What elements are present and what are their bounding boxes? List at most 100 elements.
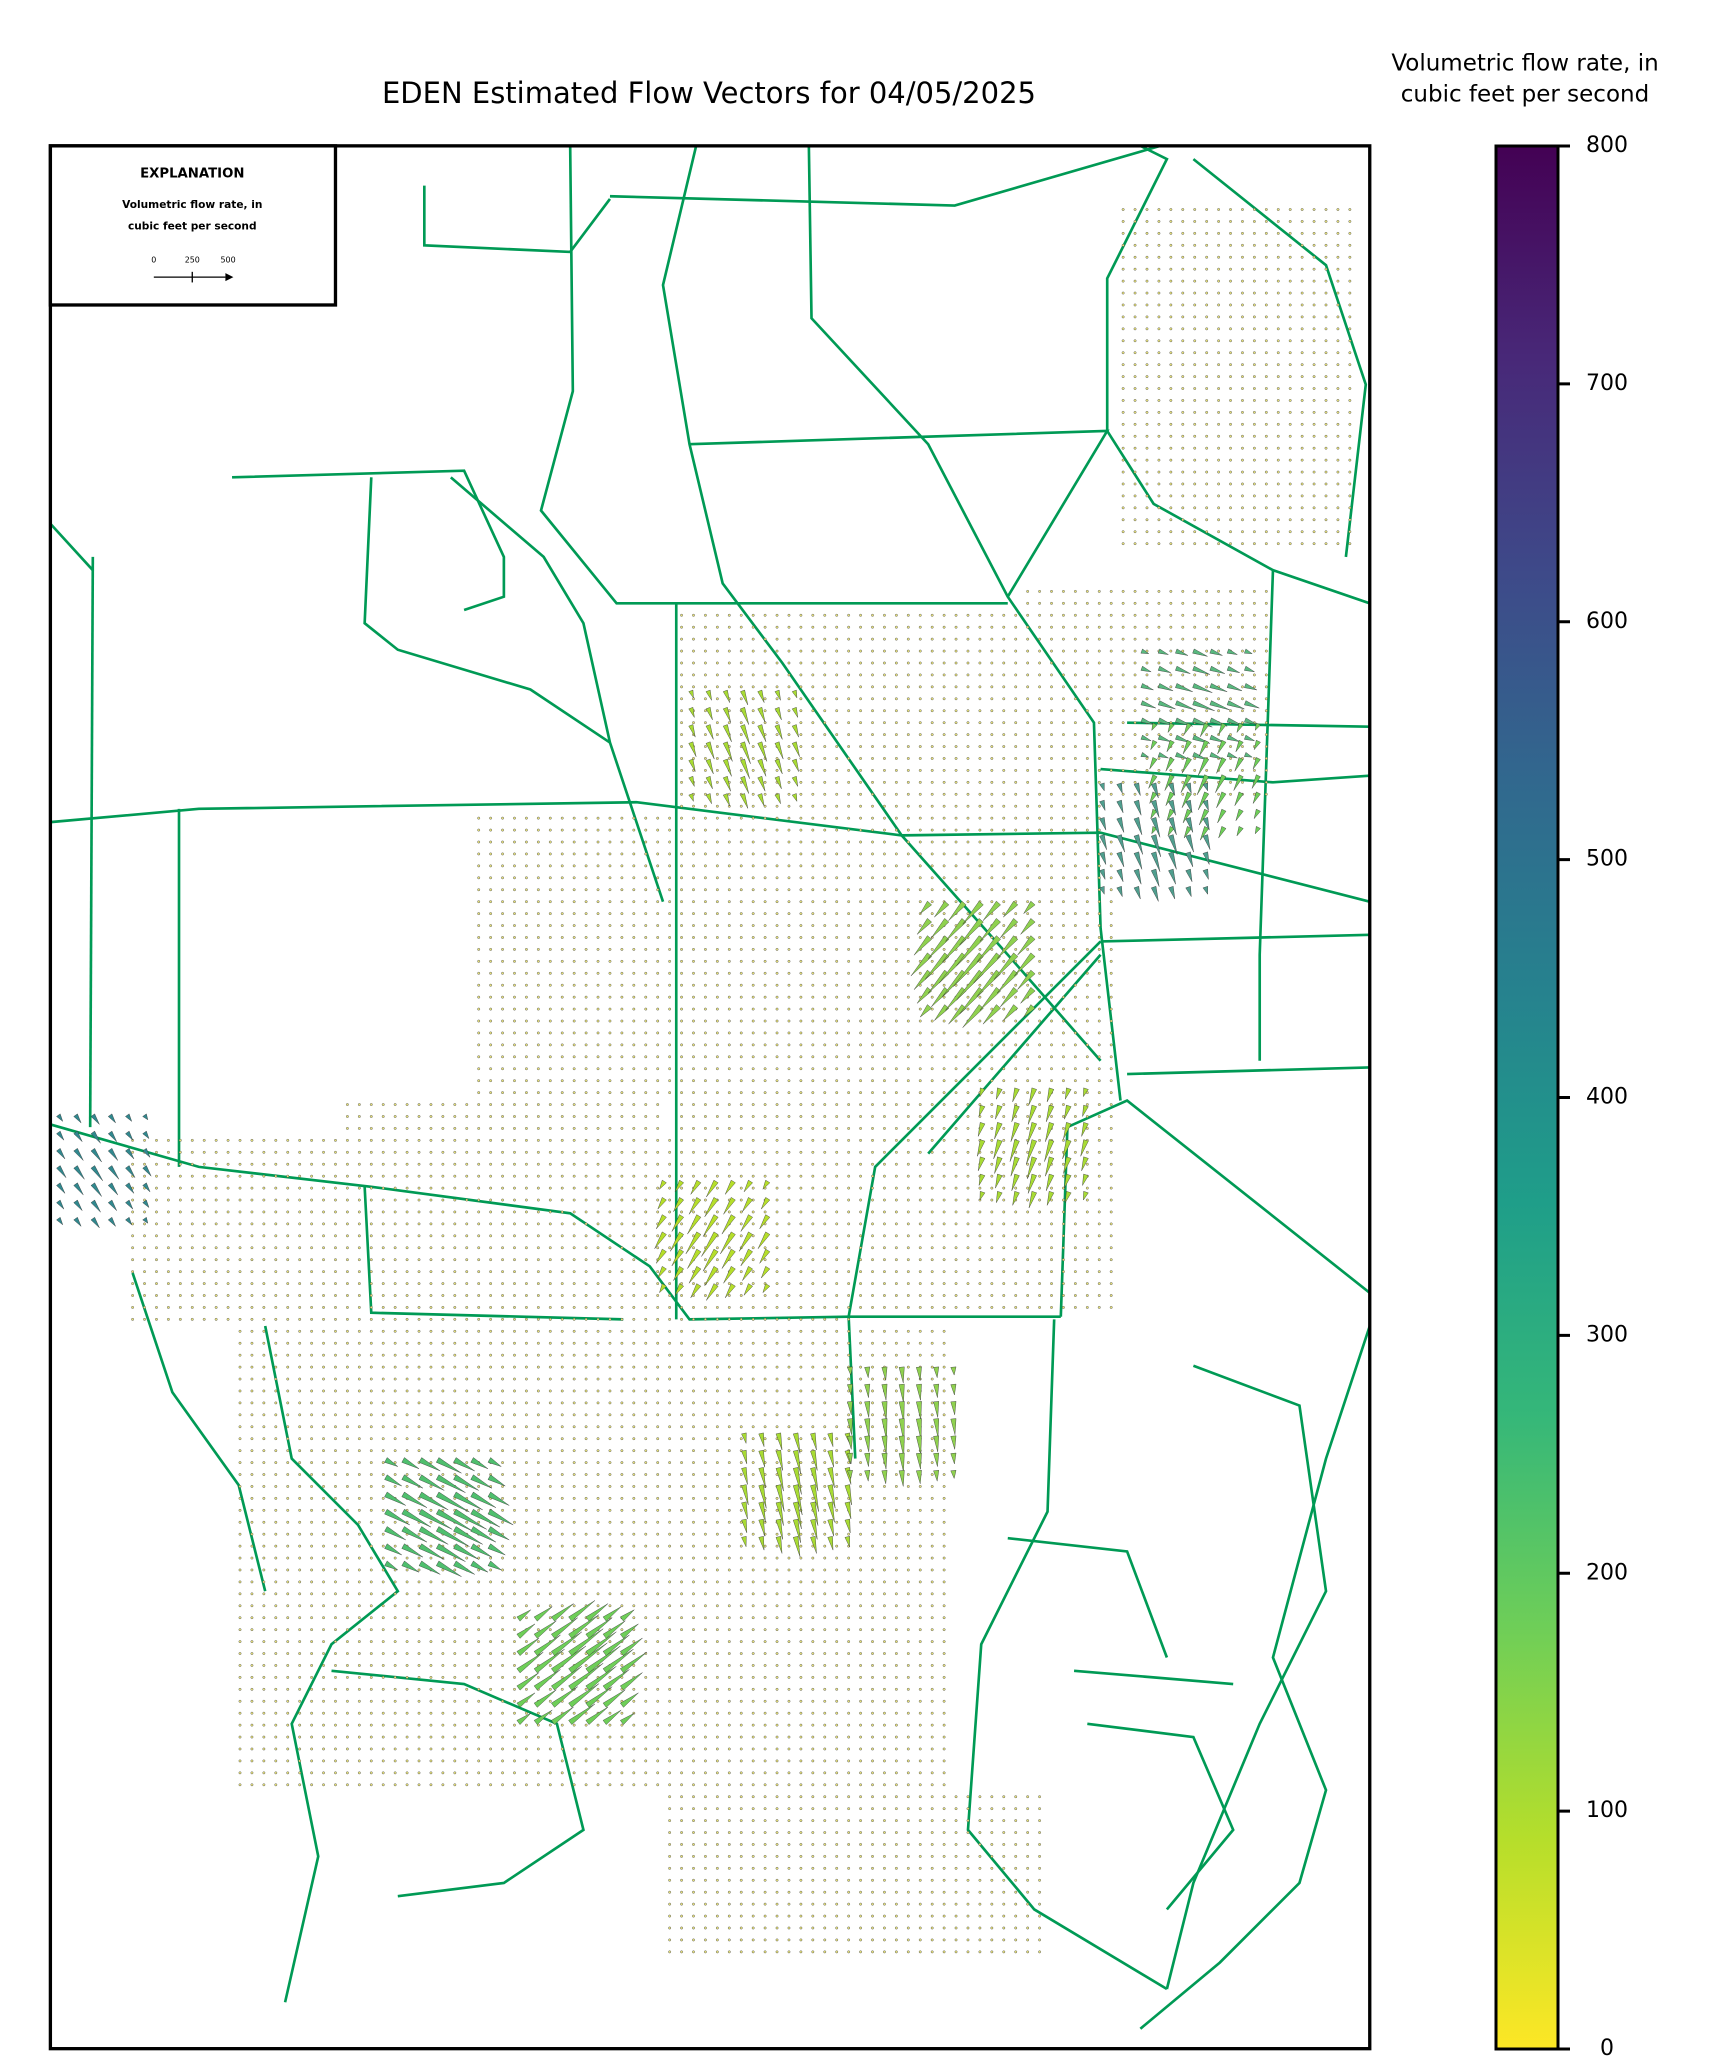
grid-dot	[608, 1222, 612, 1226]
grid-dot	[823, 1890, 827, 1894]
grid-dot	[871, 1401, 874, 1405]
grid-dot	[489, 1604, 493, 1608]
grid-dot	[608, 924, 612, 927]
grid-dot	[859, 1353, 862, 1357]
grid-dot	[656, 1711, 660, 1715]
grid-dot	[536, 1401, 540, 1405]
grid-dot	[513, 1473, 516, 1476]
grid-dot	[715, 1353, 719, 1357]
grid-dot	[918, 888, 922, 892]
grid-dot	[859, 828, 862, 832]
grid-dot	[704, 685, 707, 689]
grid-dot	[704, 1508, 707, 1512]
grid-dot	[739, 1926, 743, 1930]
grid-dot	[775, 1616, 779, 1620]
grid-dot	[334, 1413, 337, 1417]
grid-dot	[894, 1389, 898, 1393]
grid-dot	[692, 1210, 695, 1214]
grid-dot	[250, 1544, 254, 1548]
grid-dot	[393, 1771, 397, 1775]
grid-dot	[692, 1115, 695, 1118]
grid-dot	[250, 1699, 254, 1703]
grid-dot	[715, 1508, 719, 1512]
grid-dot	[620, 1401, 624, 1405]
grid-dot	[429, 1592, 433, 1596]
grid-dot	[525, 1138, 528, 1142]
grid-dot	[704, 912, 707, 916]
grid-dot	[417, 1413, 421, 1417]
grid-dot	[513, 1210, 516, 1214]
grid-dot	[584, 1282, 588, 1285]
grid-dot	[429, 1329, 433, 1333]
grid-dot	[704, 959, 707, 963]
grid-dot	[763, 1246, 767, 1250]
grid-dot	[465, 1628, 469, 1632]
grid-dot	[298, 1783, 302, 1787]
grid-dot	[739, 1878, 743, 1882]
grid-dot	[572, 1496, 576, 1500]
grid-dot	[369, 1508, 373, 1512]
grid-dot	[381, 1437, 385, 1441]
grid-dot	[286, 1485, 290, 1488]
grid-dot	[859, 1795, 862, 1799]
grid-dot	[429, 1115, 433, 1118]
grid-dot	[262, 1413, 266, 1417]
grid-dot	[286, 1520, 290, 1524]
grid-dot	[310, 1389, 314, 1393]
grid-dot	[322, 1138, 325, 1142]
grid-dot	[799, 1007, 803, 1011]
grid-dot	[871, 912, 874, 916]
grid-dot	[489, 1425, 493, 1429]
grid-dot	[560, 1783, 564, 1787]
grid-dot	[906, 1866, 910, 1870]
grid-dot	[715, 1162, 719, 1166]
grid-dot	[357, 1389, 361, 1393]
grid-dot	[632, 1473, 636, 1476]
grid-dot	[274, 1652, 278, 1655]
grid-dot	[704, 1389, 707, 1393]
grid-dot	[417, 1210, 421, 1214]
grid-dot	[727, 1329, 731, 1333]
grid-dot	[883, 721, 886, 725]
grid-dot	[727, 1783, 731, 1787]
grid-dot	[704, 1866, 707, 1870]
grid-dot	[894, 1067, 898, 1071]
grid-dot	[429, 1783, 433, 1787]
grid-dot	[644, 936, 648, 939]
grid-dot	[405, 1222, 409, 1226]
grid-dot	[334, 1735, 337, 1739]
grid-dot	[859, 1771, 862, 1775]
grid-dot	[274, 1282, 278, 1285]
grid-dot	[465, 1186, 469, 1190]
grid-dot	[262, 1282, 266, 1285]
grid-dot	[381, 1675, 385, 1679]
grid-dot	[739, 1115, 743, 1118]
grid-dot	[501, 1711, 504, 1715]
grid-dot	[894, 1783, 898, 1787]
grid-dot	[286, 1377, 290, 1381]
grid-dot	[656, 1544, 660, 1548]
grid-dot	[346, 1496, 349, 1500]
grid-dot	[644, 840, 648, 844]
grid-dot	[823, 1234, 827, 1238]
grid-dot	[871, 1019, 874, 1023]
grid-dot	[871, 1091, 874, 1095]
grid-dot	[751, 792, 755, 796]
grid-dot	[560, 1150, 564, 1154]
grid-dot	[513, 1783, 516, 1787]
grid-dot	[823, 1807, 827, 1811]
grid-dot	[775, 1341, 779, 1345]
grid-dot	[608, 1306, 612, 1309]
grid-dot	[238, 1341, 242, 1345]
grid-dot	[178, 1234, 182, 1238]
grid-dot	[560, 876, 564, 880]
grid-dot	[847, 1222, 851, 1226]
grid-dot	[441, 1127, 445, 1130]
grid-dot	[883, 649, 886, 653]
grid-dot	[763, 1938, 767, 1942]
grid-dot	[787, 1652, 791, 1655]
grid-dot	[513, 828, 516, 832]
grid-dot	[405, 1198, 409, 1202]
grid-dot	[381, 1699, 385, 1703]
grid-dot	[787, 1162, 791, 1166]
